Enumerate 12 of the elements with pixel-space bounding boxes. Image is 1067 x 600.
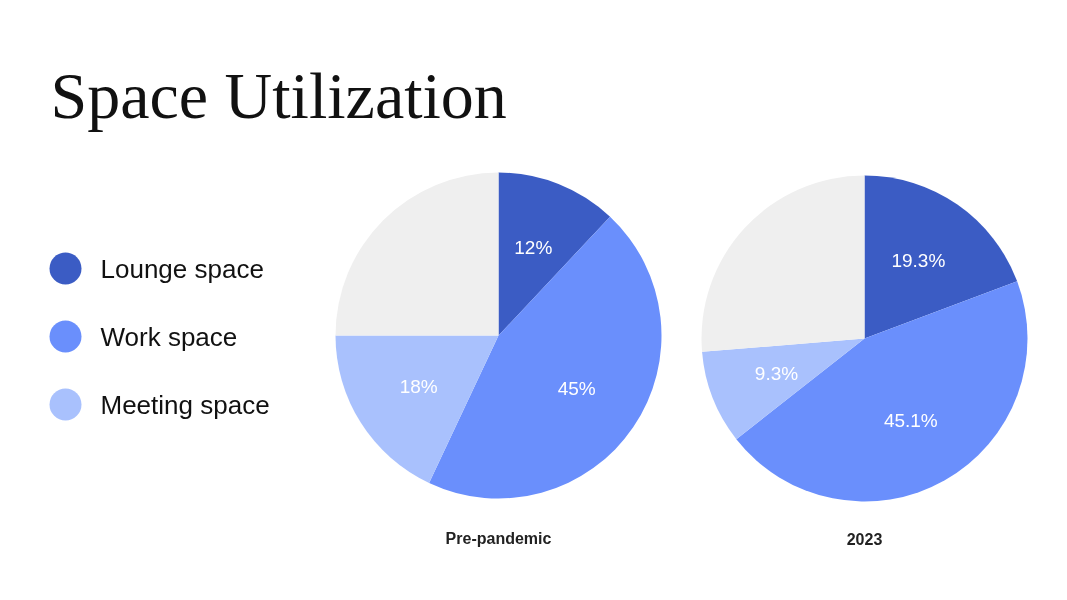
- data-label: 9.3%: [754, 362, 799, 384]
- data-label: 45%: [557, 378, 596, 400]
- legend-label: Lounge space: [100, 253, 264, 284]
- text: Pre-pandemic: [445, 530, 552, 547]
- data-label: 12%: [514, 237, 553, 259]
- data-label: 18%: [399, 375, 438, 397]
- legend-label: Meeting space: [100, 389, 270, 420]
- data-label: 19.3%: [891, 250, 946, 272]
- data-label: 45.1%: [883, 410, 938, 432]
- text: 2023: [846, 530, 883, 548]
- legend-label: Work space: [100, 321, 238, 352]
- chart-title: Space Utilization: [50, 59, 507, 132]
